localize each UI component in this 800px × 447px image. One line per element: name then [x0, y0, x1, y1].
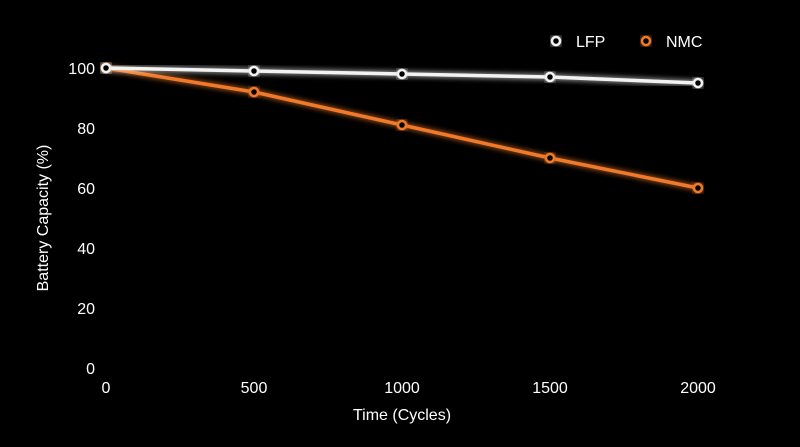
y-tick-label: 100	[68, 61, 95, 78]
x-tick-label: 1500	[532, 380, 568, 397]
y-axis-title: Battery Capacity (%)	[35, 145, 52, 292]
y-tick-label: 60	[77, 181, 95, 198]
legend-marker-lfp	[550, 35, 562, 47]
legend-item-nmc: NMC	[632, 34, 702, 51]
data-point-lfp	[248, 65, 260, 77]
data-point-lfp	[544, 71, 556, 83]
y-tick-label: 40	[77, 241, 95, 258]
y-tick-label: 20	[77, 301, 95, 318]
legend-label-nmc: NMC	[666, 34, 702, 51]
legend-item-lfp: LFP	[542, 34, 605, 51]
axes	[104, 64, 698, 370]
series-nmc	[100, 62, 704, 194]
data-point-nmc	[544, 152, 556, 164]
data-point-nmc	[396, 119, 408, 131]
y-tick-labels: 0 20 40 60 80 100	[68, 61, 95, 378]
x-tick-label: 500	[241, 380, 268, 397]
x-tick-labels: 0 500 1000 1500 2000	[102, 380, 716, 397]
y-tick-label: 80	[77, 121, 95, 138]
legend: LFP NMC	[542, 34, 702, 51]
x-tick-label: 0	[102, 380, 111, 397]
legend-marker-nmc	[640, 35, 652, 47]
data-point-nmc	[248, 86, 260, 98]
x-tick-label: 2000	[680, 380, 716, 397]
series-lfp	[100, 62, 704, 89]
x-axis-title: Time (Cycles)	[353, 407, 451, 424]
y-tick-label: 0	[86, 361, 95, 378]
data-point-lfp	[396, 68, 408, 80]
x-tick-label: 1000	[384, 380, 420, 397]
series-layer	[100, 62, 704, 194]
data-point-lfp	[692, 77, 704, 89]
legend-label-lfp: LFP	[576, 34, 605, 51]
data-point-nmc	[692, 182, 704, 194]
data-point-lfp	[100, 62, 112, 74]
